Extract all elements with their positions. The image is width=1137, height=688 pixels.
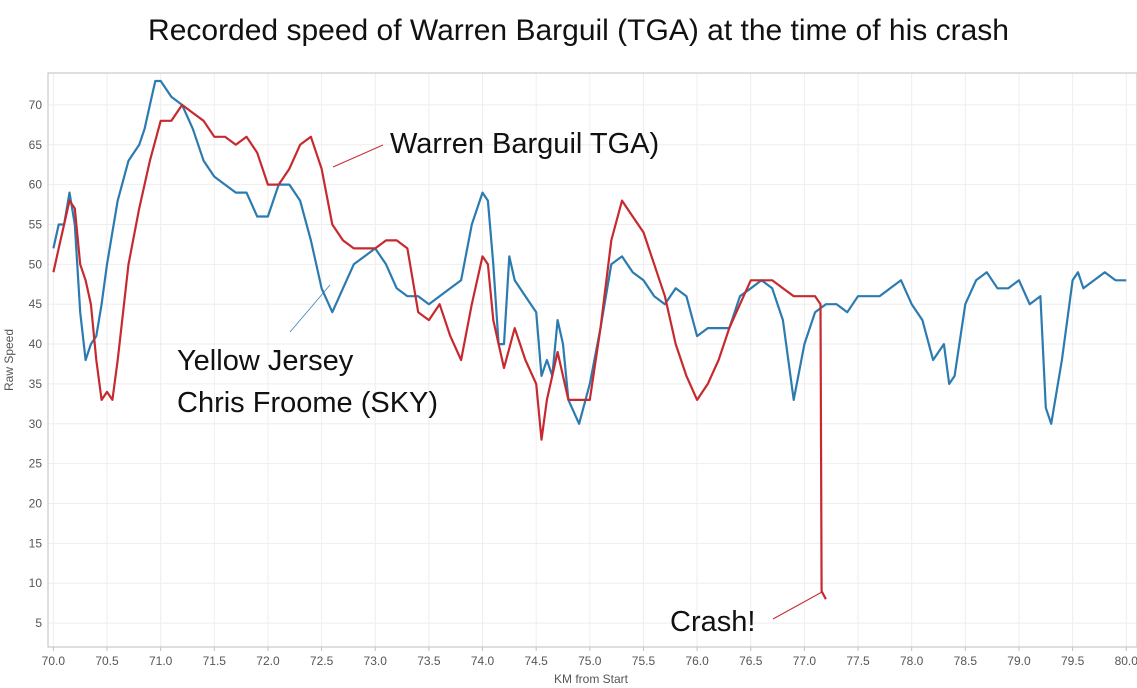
y-tick-label: 25 bbox=[29, 457, 43, 471]
y-tick-label: 15 bbox=[29, 536, 43, 550]
y-tick-label: 50 bbox=[29, 257, 43, 271]
annotation-barguil: Warren Barguil TGA) bbox=[390, 128, 659, 160]
x-tick-label: 77.5 bbox=[846, 654, 870, 668]
annotation-froome-line2: Chris Froome (SKY) bbox=[177, 387, 438, 419]
barguil-leader-line bbox=[332, 144, 384, 168]
chart-title: Recorded speed of Warren Barguil (TGA) a… bbox=[148, 14, 1009, 47]
x-tick-label: 78.5 bbox=[954, 654, 978, 668]
y-tick-label: 10 bbox=[29, 576, 43, 590]
y-tick-label: 30 bbox=[29, 417, 43, 431]
x-tick-label: 72.0 bbox=[256, 654, 280, 668]
barguil-speed-line bbox=[52, 103, 827, 600]
x-tick-label: 78.0 bbox=[900, 654, 924, 668]
y-tick-label: 65 bbox=[29, 138, 43, 152]
froome-leader-line bbox=[289, 284, 331, 333]
x-tick-label: 70.0 bbox=[42, 654, 66, 668]
grid bbox=[48, 73, 1137, 647]
x-tick-label: 72.5 bbox=[310, 654, 334, 668]
x-tick-label: 79.5 bbox=[1061, 654, 1085, 668]
y-tick-label: 55 bbox=[29, 217, 43, 231]
y-tick-label: 40 bbox=[29, 337, 43, 351]
x-tick-label: 70.5 bbox=[95, 654, 119, 668]
y-tick-label: 45 bbox=[29, 297, 43, 311]
x-tick-label: 73.0 bbox=[364, 654, 388, 668]
x-tick-label: 73.5 bbox=[417, 654, 441, 668]
crash-leader-line bbox=[772, 591, 823, 620]
y-axis-ticks: 5 10 15 20 25 30 35 40 45 50 55 60 65 70 bbox=[29, 98, 43, 630]
x-axis-ticks: 70.0 70.5 71.0 71.5 72.0 72.5 73.0 73.5 74.0 74.5… bbox=[42, 647, 1137, 668]
y-tick-label: 60 bbox=[29, 178, 43, 192]
x-tick-label: 80.0 bbox=[1115, 654, 1137, 668]
x-axis-title: KM from Start bbox=[554, 672, 629, 686]
series-layer bbox=[52, 79, 1127, 600]
x-tick-label: 77.0 bbox=[793, 654, 817, 668]
y-tick-label: 35 bbox=[29, 377, 43, 391]
y-tick-label: 20 bbox=[29, 497, 43, 511]
x-tick-label: 74.5 bbox=[524, 654, 548, 668]
x-tick-label: 75.5 bbox=[632, 654, 656, 668]
y-tick-label: 70 bbox=[29, 98, 43, 112]
plot-frame bbox=[47, 72, 1137, 648]
y-axis-title: Raw Speed bbox=[2, 329, 16, 391]
x-tick-label: 75.0 bbox=[578, 654, 602, 668]
y-tick-label: 5 bbox=[35, 616, 42, 630]
x-tick-label: 76.5 bbox=[739, 654, 763, 668]
annotation-crash: Crash! bbox=[670, 606, 755, 638]
x-tick-label: 76.0 bbox=[685, 654, 709, 668]
x-tick-label: 79.0 bbox=[1007, 654, 1031, 668]
x-tick-label: 74.0 bbox=[471, 654, 495, 668]
annotation-froome-line1: Yellow Jersey bbox=[177, 345, 354, 377]
x-tick-label: 71.0 bbox=[149, 654, 173, 668]
x-tick-label: 71.5 bbox=[203, 654, 227, 668]
